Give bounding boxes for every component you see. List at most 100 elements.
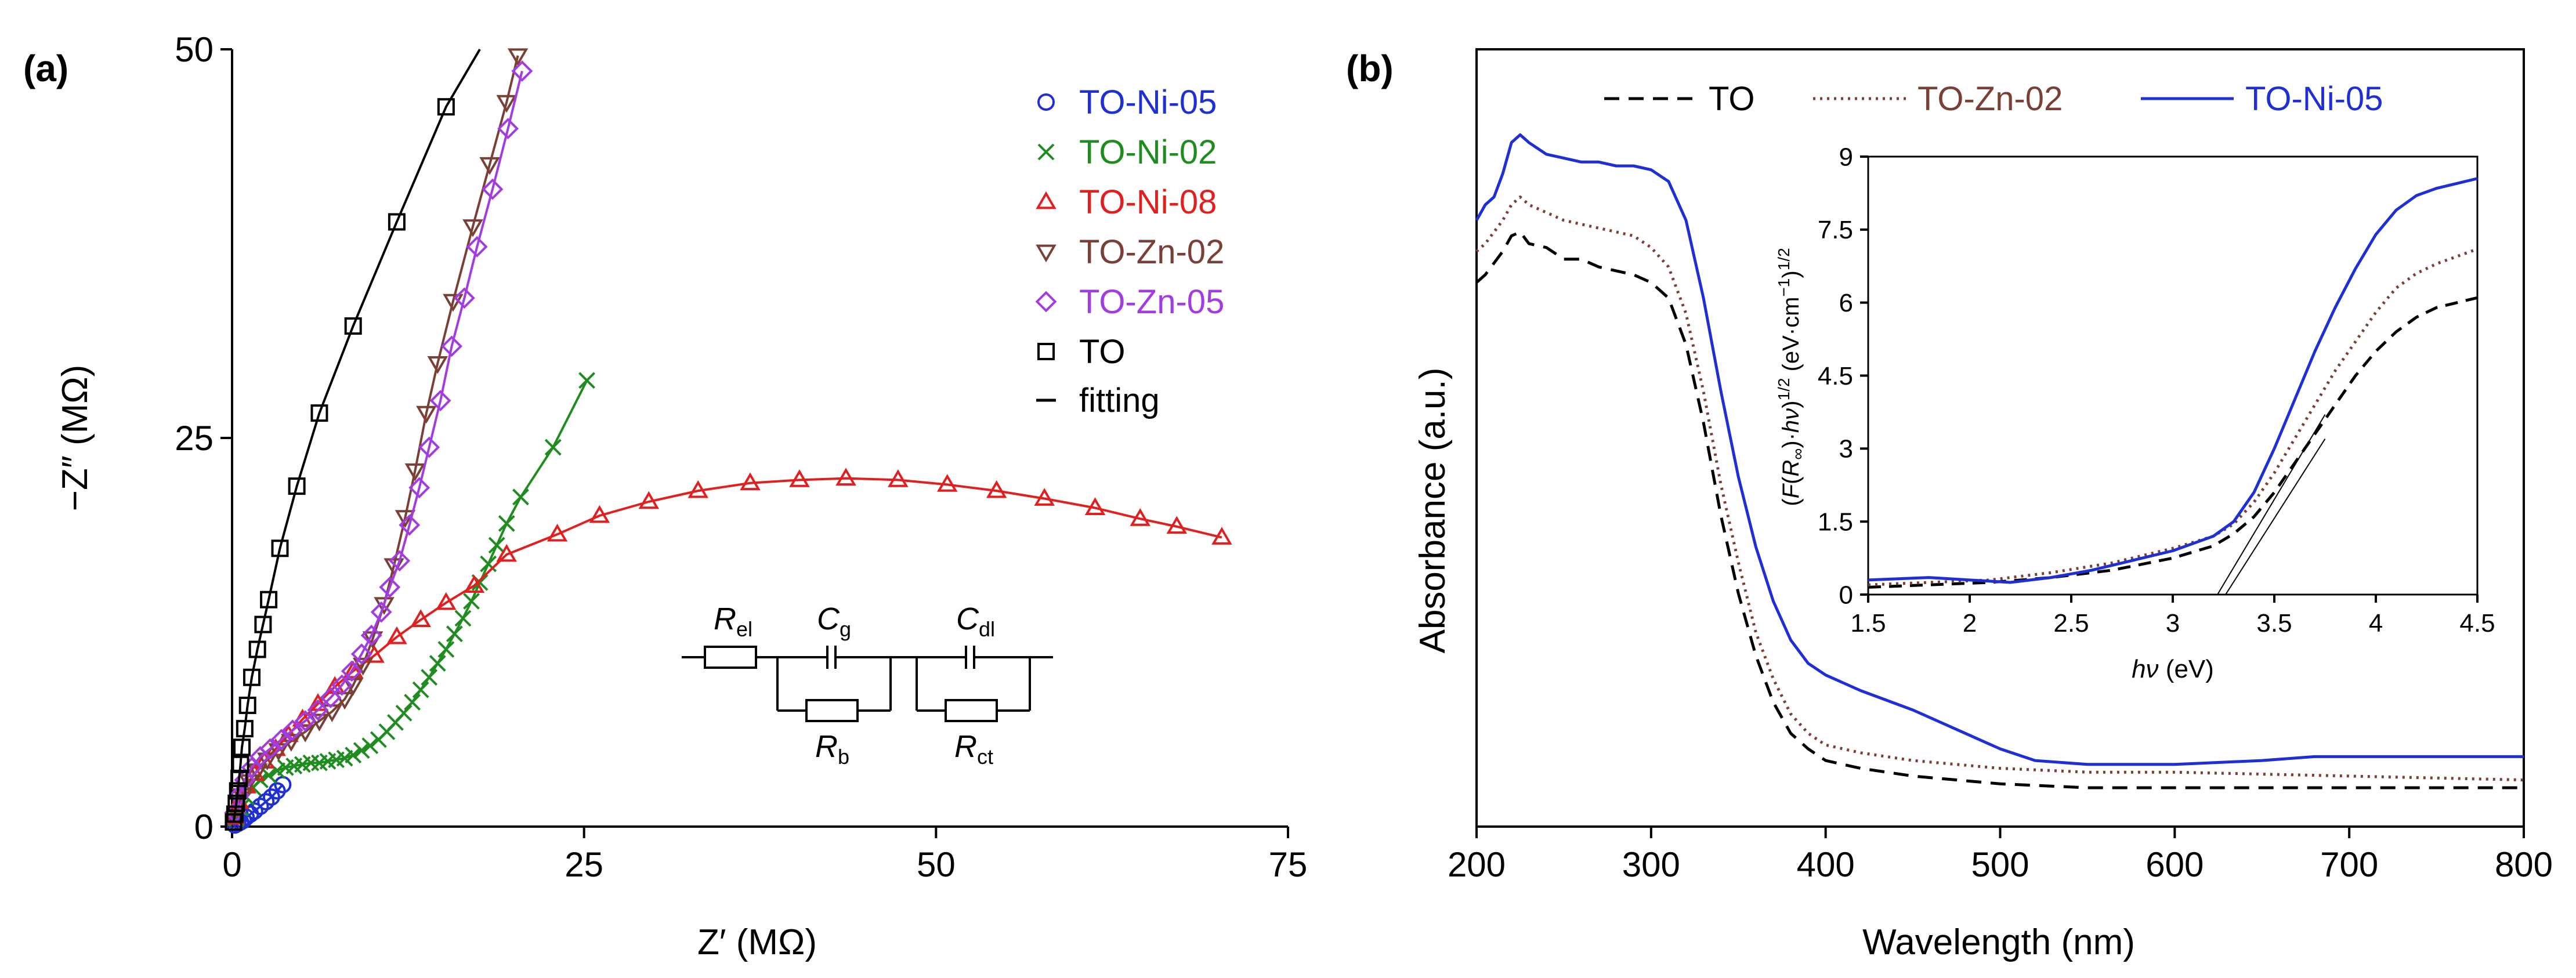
y-tick-label: 50: [175, 30, 214, 69]
data-point: [245, 802, 263, 820]
data-point: [226, 805, 244, 823]
fitting-line: [235, 379, 588, 820]
legend-b-text-1: TO: [1709, 80, 1755, 118]
series-TO-Ni-05: [1475, 133, 2524, 766]
y-tick-label: 4.5: [1818, 362, 1853, 390]
x-tick-label: 2: [1963, 609, 1977, 637]
inset-frame: [1867, 155, 2479, 596]
panel-b-legend: TO TO-Zn-02 TO-Ni-05: [1604, 80, 2383, 118]
panel-a-label: (a): [23, 48, 68, 89]
equivalent-circuit: Rel Cg Cdl Rb Rct: [682, 602, 1053, 769]
data-point: [418, 436, 440, 458]
legend-a-marker-1: [1037, 93, 1055, 111]
legend-a-marker-2: [1037, 143, 1055, 161]
x-tick-label: 4: [2369, 609, 2383, 637]
data-point: [589, 505, 610, 523]
data-point: [344, 317, 362, 335]
data-point: [404, 694, 421, 711]
data-point: [437, 641, 455, 658]
circuit-label-rel: Rel: [714, 602, 752, 641]
panel-a-ticks: 0 25 50 75 0 25 50: [175, 30, 1307, 884]
legend-a-text-3: TO-Ni-08: [1079, 183, 1217, 221]
data-point: [341, 660, 363, 682]
y-tick-label: 0: [194, 807, 214, 846]
legend-a-marker-5: [1035, 291, 1057, 313]
panel-b-label: (b): [1346, 48, 1394, 89]
data-point: [638, 491, 660, 509]
data-point: [488, 537, 505, 554]
data-point: [370, 601, 392, 623]
data-point: [294, 710, 316, 732]
data-point: [512, 488, 529, 506]
inset-ticks: 1.5 2 2.5 3 3.5 4 4.501.534.567.59: [1818, 143, 2495, 637]
data-point: [259, 738, 281, 760]
x-tick-label: 4.5: [2459, 609, 2495, 637]
y-tick-label: 25: [175, 419, 214, 458]
data-point: [454, 610, 472, 627]
data-point: [281, 719, 303, 741]
y-tick-label: 3: [1839, 435, 1853, 463]
data-point: [421, 669, 438, 686]
panel-b-inset: 1.5 2 2.5 3 3.5 4 4.501.534.567.59 hν (eV) (F(…: [1775, 143, 2495, 683]
data-point: [429, 390, 451, 412]
data-point: [307, 699, 329, 721]
data-point: [936, 474, 958, 492]
data-point: [1166, 516, 1188, 534]
data-point: [437, 98, 455, 116]
data-point: [270, 729, 292, 751]
inset-series-TO-Ni-05: [1868, 177, 2478, 584]
circuit-label-cdl: Cdl: [956, 602, 995, 641]
data-point: [480, 555, 497, 573]
x-tick-label: 25: [565, 845, 603, 884]
legend-a-text-5: TO-Zn-05: [1079, 283, 1224, 321]
series-TO: [225, 48, 481, 831]
panel-b: (b) 200 300 400 500 600 700 800 Wavelength (nm…: [1346, 48, 2553, 962]
panel-a-x-label: Z′ (MΩ): [697, 922, 817, 962]
legend-a-text-2: TO-Ni-02: [1079, 133, 1217, 171]
panel-b-x-label: Wavelength (nm): [1862, 922, 2135, 962]
data-point: [320, 687, 342, 708]
data-point: [350, 643, 372, 665]
legend-a-marker-3: [1036, 191, 1057, 209]
legend-a-entry-4: TO-Zn-02: [1036, 233, 1224, 271]
y-tick-label: 0: [1839, 581, 1853, 609]
data-point: [251, 798, 269, 816]
data-point: [395, 704, 413, 722]
legend-a-text-4: TO-Zn-02: [1079, 233, 1224, 271]
legend-a-entry-3: TO-Ni-08: [1036, 183, 1217, 221]
circuit-label-rb: Rb: [815, 729, 849, 769]
data-point: [740, 472, 761, 491]
data-point: [408, 477, 430, 499]
data-point: [464, 575, 485, 593]
legend-a-text-fitting: fitting: [1079, 382, 1160, 419]
data-point: [453, 287, 475, 309]
tangent-line: [2225, 439, 2326, 595]
data-point: [353, 742, 370, 759]
x-tick-label: 600: [2146, 845, 2204, 884]
data-point: [227, 794, 245, 812]
x-tick-label: 300: [1622, 845, 1680, 884]
data-point: [888, 469, 909, 487]
data-point: [360, 624, 382, 646]
circuit-resistor-rb: [805, 699, 859, 722]
data-point: [248, 640, 266, 658]
data-point: [578, 372, 595, 389]
data-point: [331, 674, 353, 696]
data-point: [462, 219, 483, 237]
legend-a-entry-6: TO: [1037, 333, 1126, 371]
y-tick-label: 9: [1839, 143, 1853, 171]
circuit-resistor-rel: [704, 646, 757, 669]
data-point: [309, 713, 330, 732]
panel-b-ticks: 200 300 400 500 600 700 800: [1448, 827, 2553, 884]
panel-a: (a) 0 25 50 75 0 25 50 Z′ (MΩ) −Z″ (MΩ) TO-Ni-…: [23, 30, 1307, 962]
data-point: [295, 725, 316, 742]
x-tick-label: 50: [917, 845, 956, 884]
x-tick-label: 800: [2495, 845, 2553, 884]
panel-a-series: [224, 48, 1232, 834]
data-point: [1034, 488, 1055, 506]
data-point: [479, 157, 500, 175]
legend-a-entry-5: TO-Zn-05: [1035, 283, 1224, 321]
data-point: [352, 657, 374, 676]
legend-a-entry-fitting: fitting: [1036, 382, 1160, 419]
